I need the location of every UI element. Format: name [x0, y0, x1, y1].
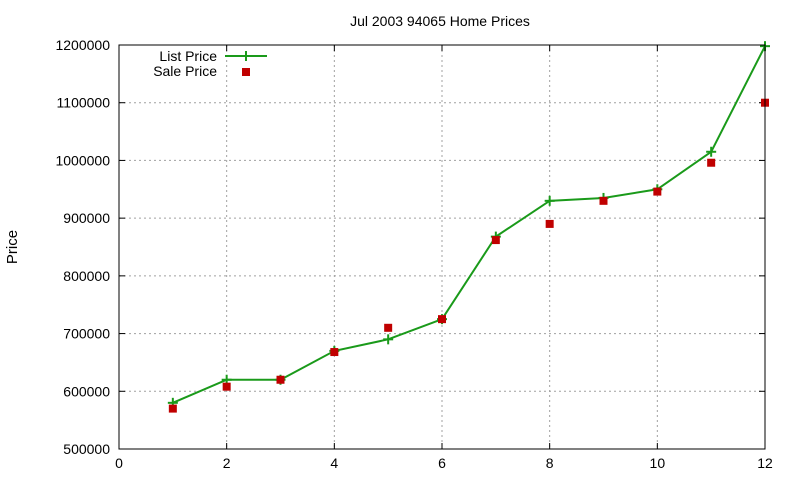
- sale-price-point: [653, 187, 662, 196]
- legend-marker-sale-price: [242, 68, 250, 76]
- grid-lines: [119, 45, 765, 449]
- x-tick-label: 2: [223, 455, 231, 471]
- x-tick-label: 6: [438, 455, 446, 471]
- y-tick-label: 500000: [63, 441, 110, 457]
- list-price-point: [383, 334, 394, 345]
- sale-price-point: [707, 158, 716, 167]
- y-axis-title: Price: [4, 230, 21, 264]
- list-price-point: [544, 195, 555, 206]
- series-layer: [167, 41, 770, 413]
- legend: List Price Sale Price: [153, 48, 267, 79]
- y-tick-label: 900000: [63, 210, 110, 226]
- list-price-point: [706, 146, 717, 157]
- sale-price-point: [384, 323, 393, 332]
- y-tick-label: 800000: [63, 268, 110, 284]
- sale-price-point: [276, 375, 285, 384]
- x-tick-label: 10: [650, 455, 666, 471]
- sale-price-point: [168, 404, 177, 413]
- sale-price-point: [222, 382, 231, 391]
- sale-price-point: [545, 219, 554, 228]
- y-tick-labels: 500000 600000 700000 800000 900000 1000000 110…: [55, 37, 110, 457]
- legend-label-sale-price: Sale Price: [153, 63, 217, 79]
- x-tick-label: 8: [546, 455, 554, 471]
- x-tick-label: 12: [757, 455, 773, 471]
- series-line-list-price: [172, 45, 766, 404]
- sale-price-point: [330, 348, 339, 357]
- y-tick-label: 1000000: [55, 152, 110, 168]
- y-tick-label: 700000: [63, 326, 110, 342]
- y-tick-label: 1100000: [57, 95, 111, 111]
- x-tick-label: 4: [330, 455, 338, 471]
- sale-price-point: [491, 236, 500, 245]
- x-tick-label: 0: [115, 455, 123, 471]
- legend-label-list-price: List Price: [159, 48, 217, 64]
- sale-price-point: [438, 315, 446, 324]
- chart-title: Jul 2003 94065 Home Prices: [350, 13, 530, 29]
- legend-marker-list-price: [241, 51, 251, 61]
- plot-frame: [118, 44, 766, 450]
- y-tick-label: 1200000: [55, 37, 110, 53]
- y-tick-label: 600000: [63, 383, 110, 399]
- sale-price-point: [599, 196, 608, 205]
- x-tick-labels: 0 2 4 6 8 10 12: [115, 455, 773, 471]
